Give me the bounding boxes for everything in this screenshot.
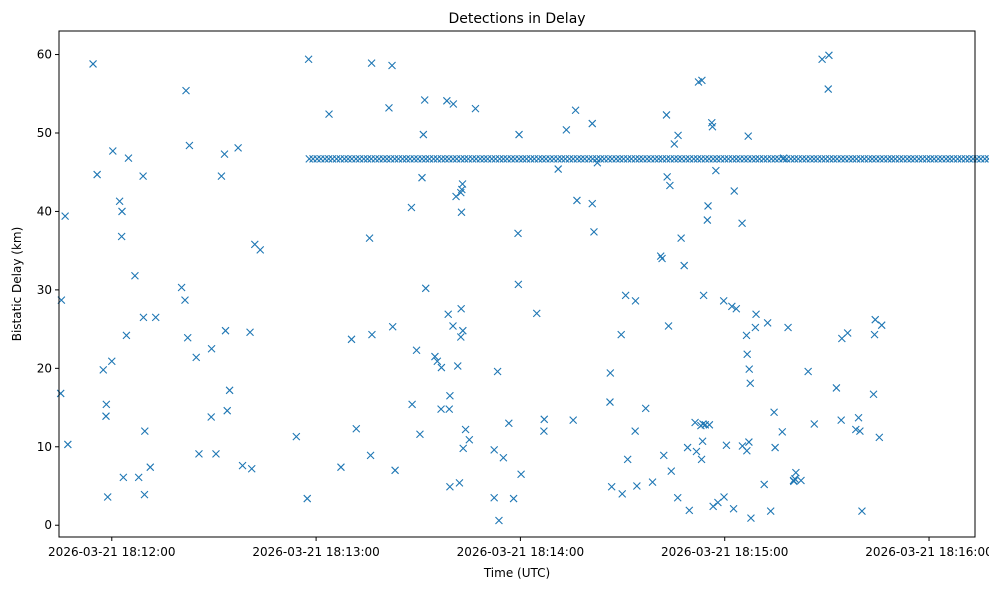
y-tick-label: 40	[37, 204, 52, 218]
x-tick-label: 2026-03-21 18:14:00	[457, 545, 584, 559]
chart-title: Detections in Delay	[448, 11, 585, 27]
y-tick-label: 30	[37, 283, 52, 297]
y-tick-label: 60	[37, 48, 52, 62]
y-tick-label: 50	[37, 126, 52, 140]
y-tick-label: 0	[44, 518, 52, 532]
x-axis-ticks: 2026-03-21 18:12:00 2026-03-21 18:13:00 20…	[48, 537, 989, 559]
x-tick-label: 2026-03-21 18:16:00	[865, 545, 989, 559]
y-tick-label: 10	[37, 440, 52, 454]
data-point	[981, 155, 988, 162]
x-tick-label: 2026-03-21 18:12:00	[48, 545, 175, 559]
y-axis-ticks: 0 10 20 30 40 50 60	[37, 48, 59, 533]
y-axis-label: Bistatic Delay (km)	[10, 227, 24, 342]
x-axis-label: Time (UTC)	[483, 566, 550, 580]
plot-background	[59, 31, 975, 537]
data-point	[977, 155, 984, 162]
x-tick-label: 2026-03-21 18:13:00	[252, 545, 379, 559]
x-tick-label: 2026-03-21 18:15:00	[661, 545, 788, 559]
y-tick-label: 20	[37, 361, 52, 375]
